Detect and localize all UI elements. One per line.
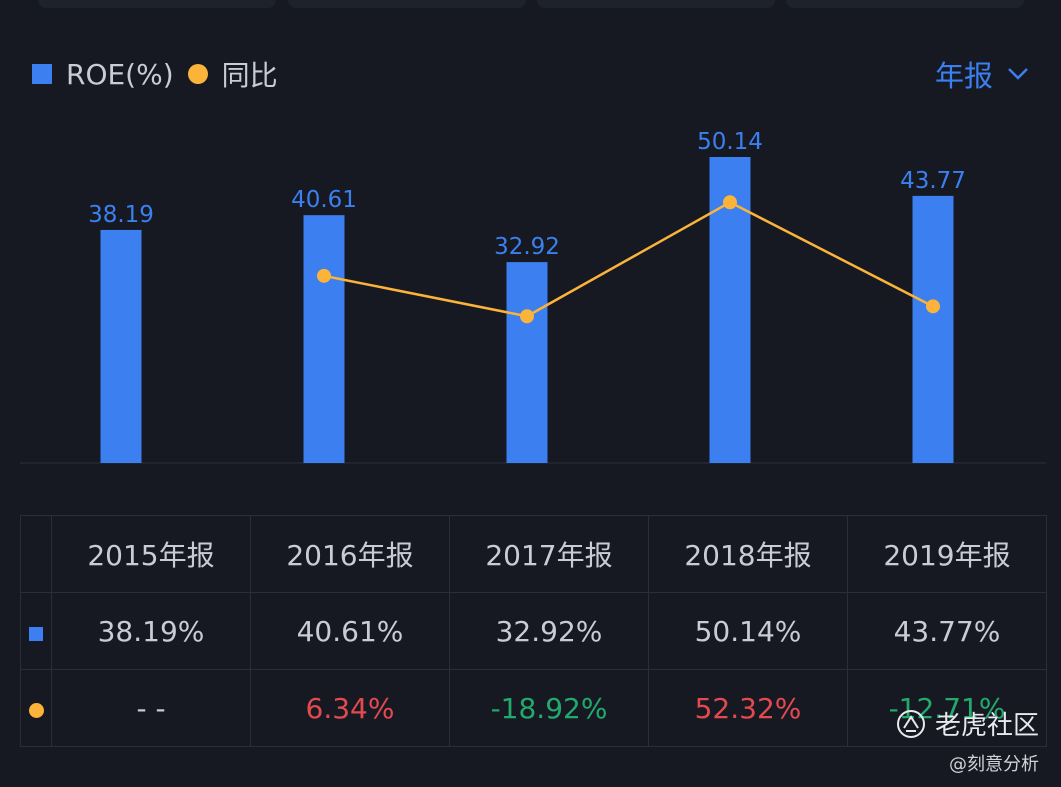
top-tab[interactable] bbox=[38, 0, 276, 8]
table-corner-cell bbox=[20, 515, 52, 593]
roe-bar bbox=[303, 215, 345, 463]
roe-row-marker-cell bbox=[20, 592, 52, 670]
table-cell: 50.14% bbox=[648, 592, 848, 670]
table-row-yoy: - - 6.34% -18.92% 52.32% -12.71% bbox=[20, 669, 1047, 747]
table-header-row: 2015年报 2016年报 2017年报 2018年报 2019年报 bbox=[20, 515, 1047, 593]
top-tab[interactable] bbox=[537, 0, 775, 8]
table-cell: 38.19% bbox=[51, 592, 251, 670]
data-table: 2015年报 2016年报 2017年报 2018年报 2019年报 38.19… bbox=[20, 515, 1047, 747]
table-row-roe: 38.19% 40.61% 32.92% 50.14% 43.77% bbox=[20, 592, 1047, 670]
chart-legend: ROE(%) 同比 bbox=[32, 54, 278, 94]
tiger-logo-icon bbox=[896, 709, 925, 738]
line-series-marker bbox=[28, 702, 44, 718]
yoy-point bbox=[520, 309, 534, 324]
table-cell: - - bbox=[51, 669, 251, 747]
table-cell: -18.92% bbox=[449, 669, 649, 747]
table-cell: 43.77% bbox=[847, 592, 1047, 670]
bar-series-legend-marker bbox=[32, 64, 52, 84]
yoy-point bbox=[723, 195, 737, 210]
roe-chart: 38.19 40.61 32.92 50.14 43.77 bbox=[20, 129, 1046, 464]
period-dropdown[interactable]: 年报 bbox=[935, 54, 1029, 94]
watermark-author: @刻意分析 bbox=[949, 754, 1039, 775]
table-cell: 6.34% bbox=[250, 669, 450, 747]
roe-bar-label: 32.92 bbox=[494, 234, 560, 260]
bars-group: 38.19 40.61 32.92 50.14 43.77 bbox=[88, 129, 966, 463]
line-series-legend-label: 同比 bbox=[221, 59, 278, 92]
table-header-cell: 2015年报 bbox=[51, 515, 251, 593]
yoy-point bbox=[317, 268, 331, 283]
yoy-point bbox=[926, 299, 940, 314]
top-tab[interactable] bbox=[786, 0, 1024, 8]
watermark-brand: 老虎社区 bbox=[934, 711, 1039, 741]
roe-bar-label: 43.77 bbox=[900, 168, 966, 194]
table-cell: 32.92% bbox=[449, 592, 649, 670]
table-cell: 52.32% bbox=[648, 669, 848, 747]
watermark: 老虎社区 bbox=[895, 705, 1039, 742]
yoy-line bbox=[323, 200, 934, 318]
top-tab[interactable] bbox=[288, 0, 526, 8]
table-header-cell: 2017年报 bbox=[449, 515, 649, 593]
table-header-cell: 2019年报 bbox=[847, 515, 1047, 593]
roe-bar bbox=[506, 262, 548, 463]
table-cell: 40.61% bbox=[250, 592, 450, 670]
line-group bbox=[317, 195, 940, 324]
roe-bar-label: 50.14 bbox=[697, 129, 763, 155]
line-series-legend-marker bbox=[187, 64, 208, 84]
roe-bar-label: 40.61 bbox=[291, 187, 357, 213]
bar-series-legend-label: ROE(%) bbox=[66, 57, 174, 91]
chevron-down-icon bbox=[1008, 68, 1028, 80]
table-header-cell: 2018年报 bbox=[648, 515, 848, 593]
yoy-row-marker-cell bbox=[20, 669, 52, 747]
bar-series-marker bbox=[29, 626, 43, 641]
table-cell: -12.71% bbox=[847, 669, 1047, 747]
roe-bar-label: 38.19 bbox=[88, 202, 154, 228]
roe-bar bbox=[912, 195, 954, 463]
table-header-cell: 2016年报 bbox=[250, 515, 450, 593]
period-dropdown-value: 年报 bbox=[934, 59, 993, 93]
roe-bar bbox=[100, 229, 142, 463]
